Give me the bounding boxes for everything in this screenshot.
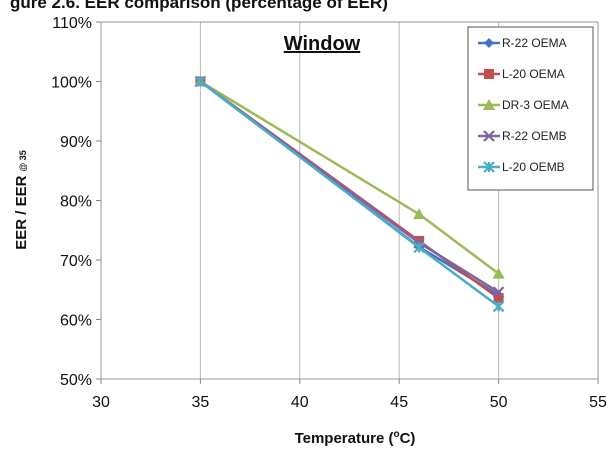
data-point <box>413 208 426 220</box>
chart-title: Window <box>284 33 361 55</box>
y-tick-label: 80% <box>60 194 92 211</box>
x-tick-label: 45 <box>390 394 408 411</box>
x-axis-title-suffix: C) <box>400 430 416 447</box>
series-line <box>199 80 500 275</box>
x-axis-title-sup: o <box>393 429 399 440</box>
x-axis-ticks: 30 35 40 45 50 55 <box>92 379 607 411</box>
y-axis-ticks: 50% 60% 70% 80% 90% 100% 110% <box>51 15 101 389</box>
data-point <box>492 300 505 313</box>
y-tick-label: 110% <box>52 15 92 32</box>
gridlines <box>199 22 500 379</box>
legend-marker <box>483 130 495 142</box>
data-point <box>414 235 425 246</box>
y-tick-label: 70% <box>60 253 92 270</box>
series-line <box>199 80 500 294</box>
legend-marker <box>483 161 495 173</box>
data-point <box>493 293 504 304</box>
legend-label: DR-3 OEMA <box>502 98 569 112</box>
x-axis-title: Temperature (oC) <box>295 429 416 447</box>
page-header-text: gure 2.6. EER comparison (percentage of … <box>10 0 388 12</box>
y-axis-title-sub: @ 35 <box>18 150 28 171</box>
y-tick-label: 100% <box>51 75 92 92</box>
series-line <box>199 80 500 308</box>
y-axis-title-main: EER / EER <box>13 175 30 249</box>
legend-label: R-22 OEMB <box>502 129 567 143</box>
series-lines <box>194 75 505 313</box>
legend-marker <box>483 99 495 110</box>
x-tick-label: 30 <box>92 394 110 411</box>
y-tick-label: 50% <box>60 372 92 389</box>
y-tick-label: 90% <box>60 134 92 151</box>
y-axis-title: EER / EER @ 35 <box>13 150 30 249</box>
legend-marker <box>484 69 494 79</box>
data-point <box>194 75 207 88</box>
x-tick-label: 55 <box>589 394 607 411</box>
x-axis-title-main: Temperature ( <box>295 430 394 447</box>
x-tick-label: 35 <box>192 394 210 411</box>
legend-label: L-20 OEMB <box>502 160 565 174</box>
x-tick-label: 40 <box>291 394 309 411</box>
legend-label: L-20 OEMA <box>502 67 565 81</box>
legend-marker <box>484 38 494 48</box>
legend-label: R-22 OEMA <box>502 36 567 50</box>
y-tick-label: 60% <box>60 313 92 330</box>
data-point <box>413 241 425 254</box>
data-point <box>492 286 505 298</box>
legend: R-22 OEMA L-20 OEMA DR-3 OEMA R-22 OEMB L-20… <box>467 26 594 191</box>
data-point <box>492 267 505 279</box>
x-tick-label: 50 <box>490 394 508 411</box>
